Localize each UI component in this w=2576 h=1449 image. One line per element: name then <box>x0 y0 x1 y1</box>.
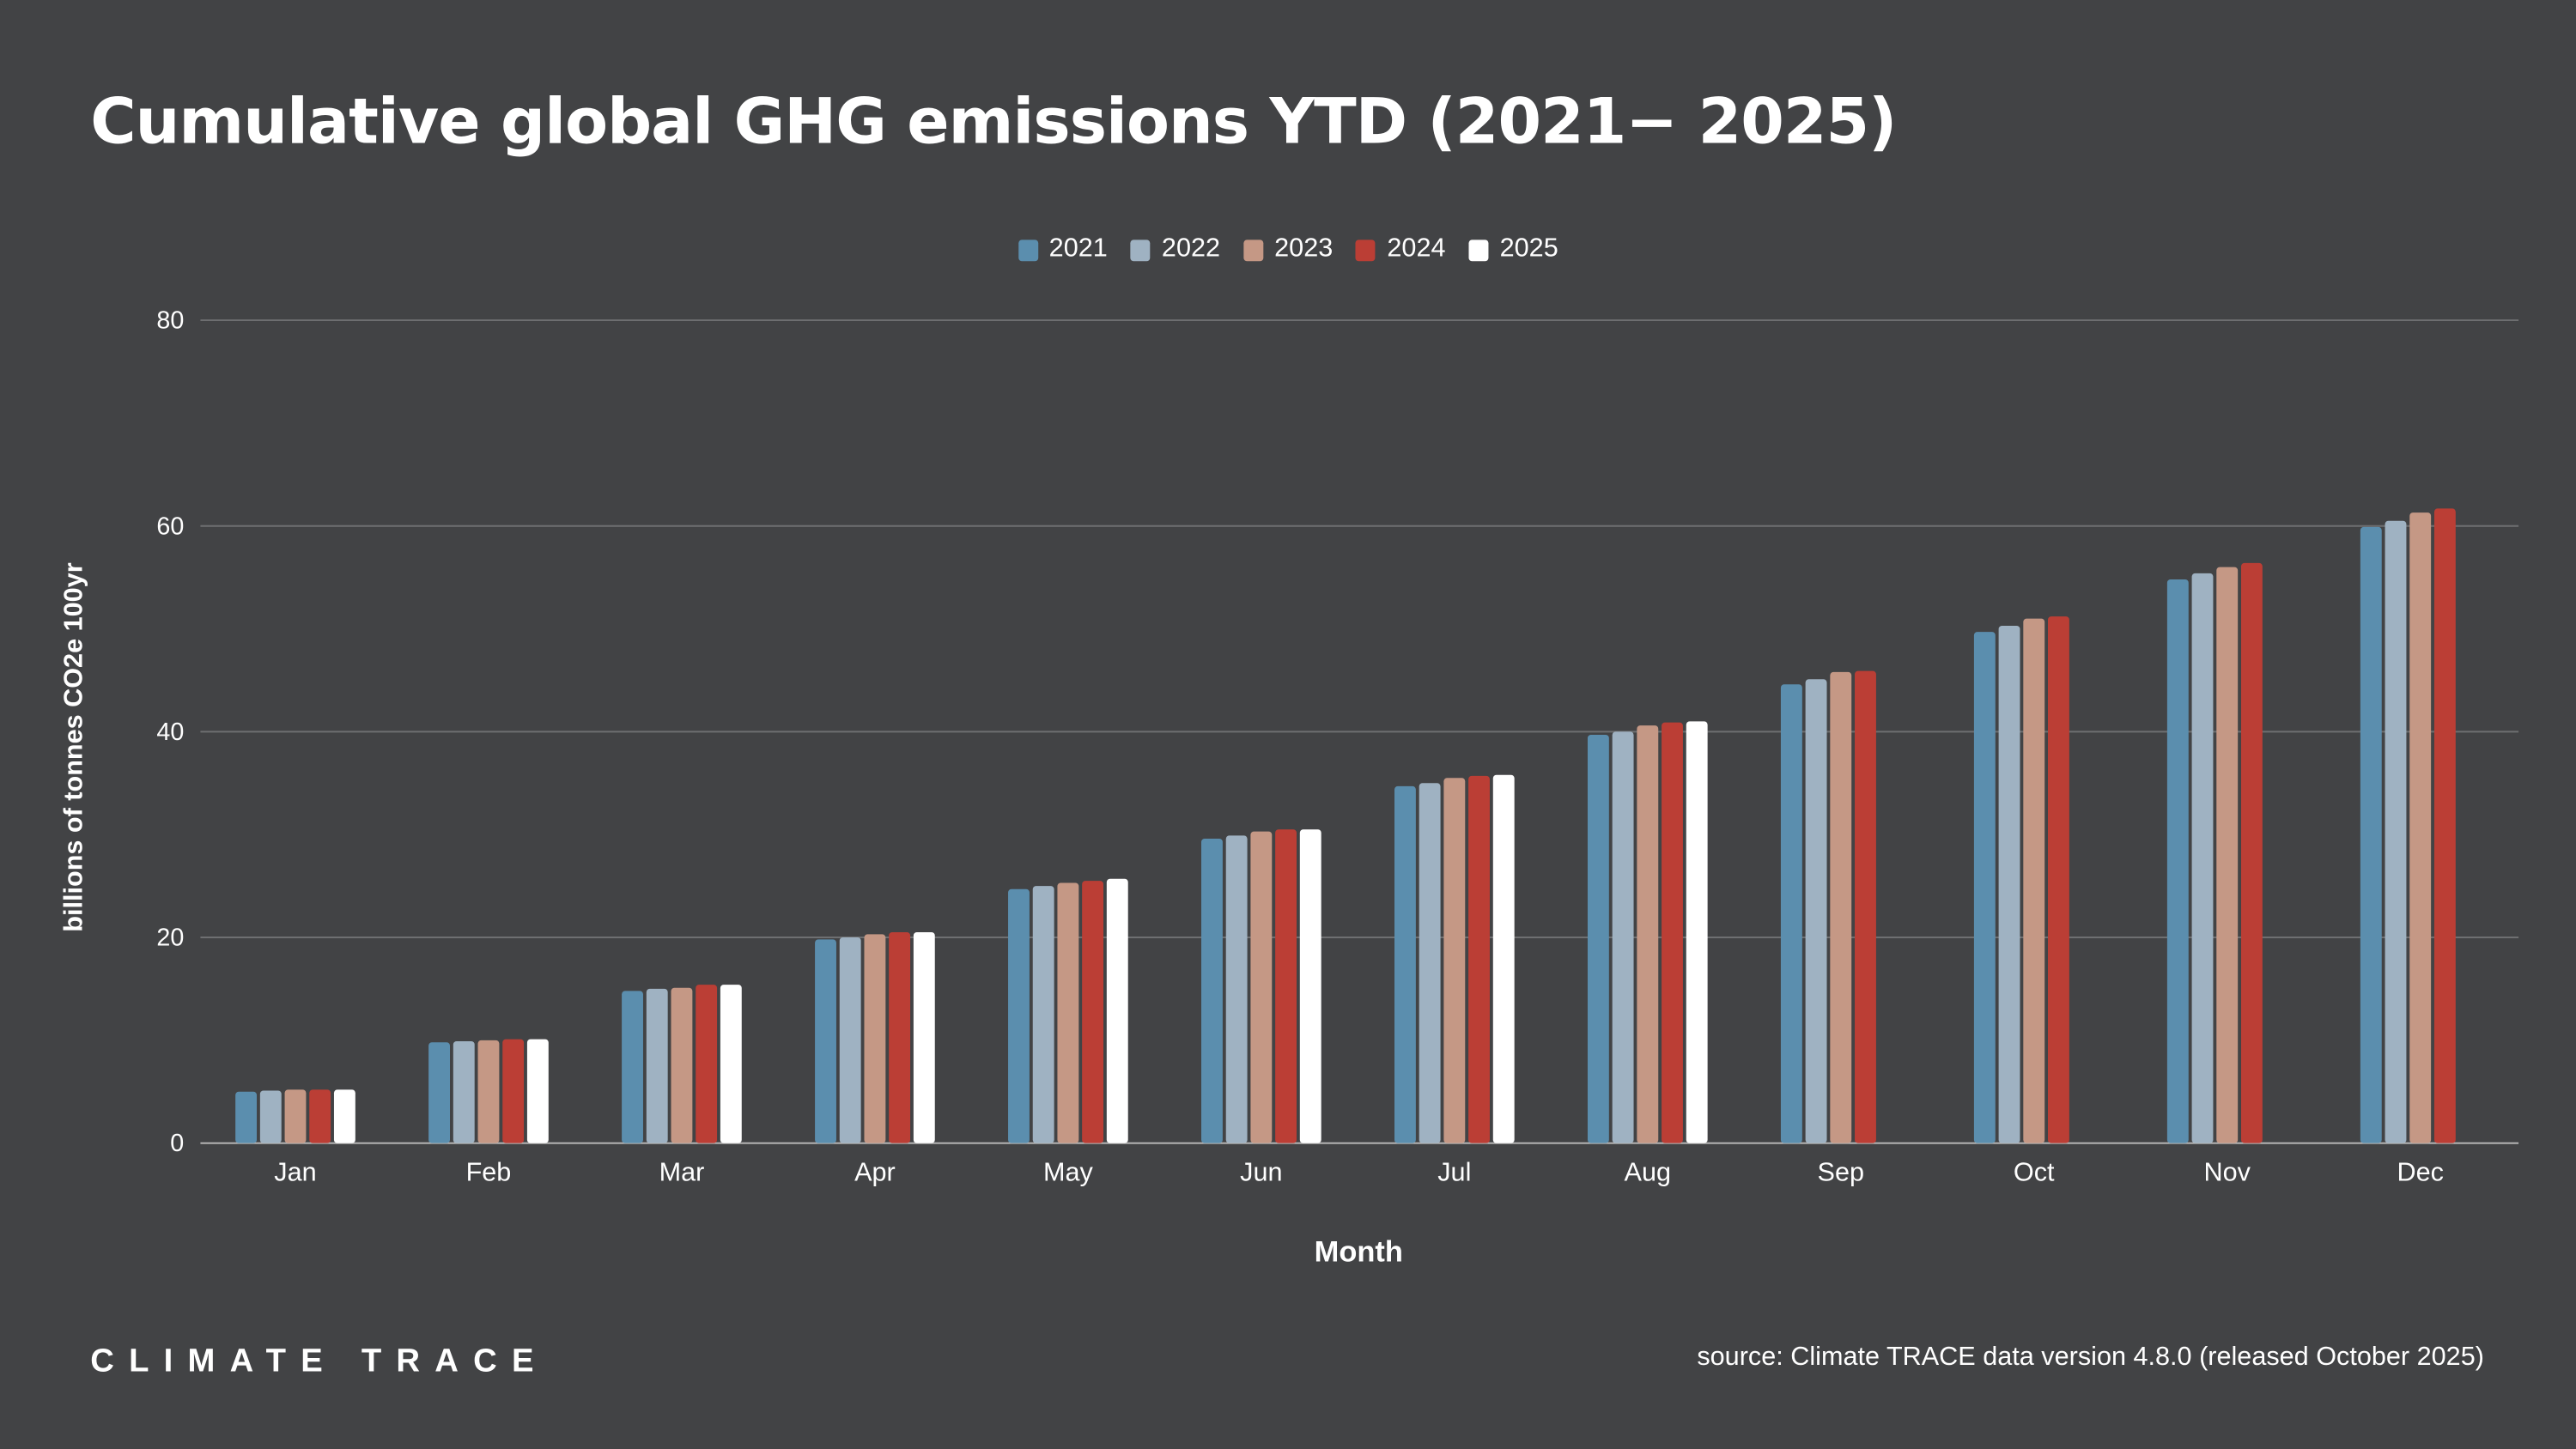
bar-2022-Aug <box>1612 731 1634 1143</box>
bar-2022-Oct <box>1998 625 2020 1143</box>
y-tick-label: 40 <box>156 718 184 746</box>
bar-2023-Aug <box>1637 725 1659 1143</box>
bar-2022-Apr <box>839 937 861 1143</box>
bar-2021-Dec <box>2360 526 2382 1143</box>
bar-2024-Dec <box>2433 508 2456 1143</box>
bar-2021-Feb <box>428 1042 451 1143</box>
bar-2023-Apr <box>864 934 886 1143</box>
bar-2025-Apr <box>913 932 935 1143</box>
y-axis-label: billions of tonnes CO2e 100yr <box>59 562 88 931</box>
legend-item-2024: 2024 <box>1356 235 1445 264</box>
bar-2023-Nov <box>2216 567 2239 1143</box>
bar-2023-Mar <box>671 987 693 1143</box>
legend-item-2021: 2021 <box>1018 234 1108 264</box>
x-tick-label: Oct <box>2014 1158 2055 1187</box>
bar-2024-Jan <box>309 1089 331 1143</box>
bar-2022-Jan <box>259 1090 282 1143</box>
y-tick-label: 60 <box>156 512 184 540</box>
source-note: source: Climate TRACE data version 4.8.0… <box>1697 1343 2484 1372</box>
bar-2022-Nov <box>2191 573 2214 1143</box>
bar-2022-Jun <box>1225 835 1248 1143</box>
bar-2025-Mar <box>720 985 742 1143</box>
y-tick-label: 80 <box>156 307 184 335</box>
bar-2021-Sep <box>1780 684 1802 1143</box>
bar-2022-May <box>1032 886 1054 1143</box>
bar-2025-Jan <box>333 1089 355 1143</box>
bar-2021-Mar <box>622 991 643 1143</box>
bar-2023-Feb <box>477 1040 500 1143</box>
bar-2023-Jul <box>1443 778 1466 1143</box>
x-tick-label: Sep <box>1818 1158 1864 1187</box>
x-tick-label: Feb <box>466 1158 512 1187</box>
bar-2022-Jul <box>1419 783 1441 1143</box>
bar-2024-Feb <box>502 1039 525 1143</box>
x-axis-label: Month <box>1315 1235 1403 1268</box>
legend-label: 2022 <box>1161 234 1221 264</box>
bar-2024-Aug <box>1662 722 1683 1143</box>
bar-2025-May <box>1106 878 1128 1143</box>
bar-2021-Apr <box>815 939 836 1143</box>
legend-label: 2023 <box>1274 234 1334 264</box>
bar-2022-Dec <box>2385 520 2407 1143</box>
bar-2024-Nov <box>2240 562 2263 1143</box>
bar-2023-Jun <box>1250 831 1273 1143</box>
bar-2023-Oct <box>2023 618 2045 1143</box>
bar-2023-Sep <box>1830 671 1852 1143</box>
bar-2025-Aug <box>1686 721 1708 1143</box>
y-tick-label: 20 <box>156 925 184 952</box>
legend-swatch <box>1018 239 1038 261</box>
x-tick-label: Nov <box>2203 1158 2251 1187</box>
bar-2025-Jul <box>1492 774 1515 1143</box>
legend-swatch <box>1356 239 1376 261</box>
bar-2023-May <box>1057 882 1079 1143</box>
bar-2022-Sep <box>1805 679 1827 1143</box>
chart-title: Cumulative global GHG emissions YTD (202… <box>90 85 1897 158</box>
bar-2024-Jun <box>1275 829 1297 1143</box>
bar-2022-Feb <box>453 1041 475 1143</box>
climate-trace-logo: CLIMATE TRACE <box>90 1343 549 1380</box>
legend-swatch <box>1130 239 1151 261</box>
bar-2024-May <box>1082 881 1104 1143</box>
bar-2024-Oct <box>2048 616 2069 1143</box>
bar-2021-Jun <box>1201 838 1223 1143</box>
bar-2021-Jul <box>1394 785 1416 1143</box>
bar-2025-Feb <box>526 1039 549 1143</box>
x-tick-label: May <box>1043 1158 1094 1187</box>
bar-2024-Sep <box>1855 670 1876 1143</box>
x-tick-label: Jul <box>1437 1158 1471 1187</box>
legend-label: 2024 <box>1387 234 1446 264</box>
legend-label: 2021 <box>1048 234 1108 264</box>
bar-2023-Dec <box>2409 512 2432 1143</box>
x-tick-label: Jan <box>274 1158 316 1187</box>
legend-item-2022: 2022 <box>1130 234 1221 264</box>
legend-label: 2025 <box>1499 234 1558 264</box>
legend-swatch <box>1468 239 1489 261</box>
x-tick-label: Jun <box>1240 1158 1282 1187</box>
legend-swatch <box>1242 239 1263 261</box>
legend: 2021 2022 2023 2024 2025 <box>0 235 2576 264</box>
bar-2024-Jul <box>1468 775 1490 1143</box>
bar-2021-Oct <box>1973 632 1996 1143</box>
x-tick-label: Mar <box>659 1158 705 1187</box>
bar-2021-Aug <box>1587 734 1609 1143</box>
x-tick-label: Aug <box>1625 1158 1671 1187</box>
bar-2024-Apr <box>889 932 911 1143</box>
bar-2024-Mar <box>696 985 718 1143</box>
bar-2023-Jan <box>284 1089 307 1143</box>
bar-2022-Mar <box>646 988 668 1143</box>
bar-2021-May <box>1008 888 1030 1143</box>
x-tick-label: Apr <box>854 1158 896 1187</box>
legend-item-2025: 2025 <box>1468 235 1558 264</box>
bar-2021-Nov <box>2166 579 2189 1143</box>
bar-2021-Jan <box>235 1091 258 1143</box>
bar-2025-Jun <box>1299 829 1321 1143</box>
x-tick-label: Dec <box>2397 1158 2443 1187</box>
legend-item-2023: 2023 <box>1242 234 1334 264</box>
y-tick-label: 0 <box>170 1130 184 1157</box>
